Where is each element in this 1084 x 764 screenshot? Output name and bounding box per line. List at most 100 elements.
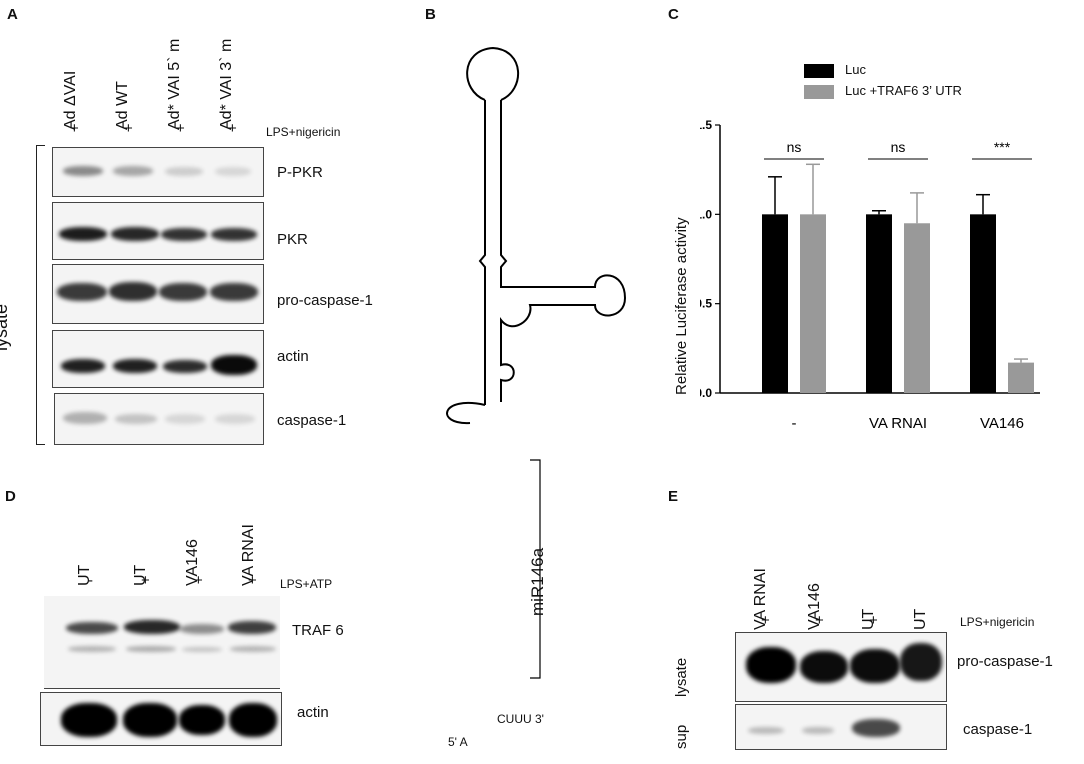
- band: [210, 283, 258, 301]
- band: [63, 166, 103, 176]
- band: [230, 646, 276, 652]
- band: [115, 414, 157, 424]
- band: [61, 359, 105, 373]
- band: [113, 166, 153, 176]
- band: [228, 621, 276, 634]
- band: [61, 703, 117, 737]
- three-prime-tail-label: CUUU 3': [497, 712, 544, 726]
- panel-e-sign-1: +: [761, 612, 770, 629]
- band: [161, 228, 207, 241]
- panel-c-letter: C: [668, 6, 679, 23]
- panel-e-sup-label: sup: [673, 724, 690, 749]
- band: [59, 227, 107, 241]
- bar-luc: [762, 214, 788, 393]
- band: [113, 359, 157, 373]
- band: [211, 355, 257, 375]
- legend-swatch-luc: [804, 64, 834, 78]
- panel-e-sign-4: -: [919, 612, 924, 629]
- band: [746, 647, 796, 683]
- band: [180, 624, 224, 634]
- y-tick-label: 0.0: [700, 386, 712, 400]
- band: [850, 649, 900, 683]
- band: [66, 622, 118, 634]
- band: [852, 719, 900, 737]
- luciferase-bar-chart: 0.0 0.5 1.0 1.5 - ns VA RNAI ns VA146 ***: [700, 118, 1040, 432]
- panel-e-sign-2: +: [815, 612, 824, 629]
- panel-e-letter: E: [668, 488, 679, 505]
- panel-d-blot-actin: [40, 692, 282, 746]
- panel-a-label-ppkr: P-PKR: [277, 164, 323, 181]
- panel-a-sign-3: +: [176, 120, 185, 137]
- band: [211, 228, 257, 241]
- panel-a-label-procasp: pro-caspase-1: [277, 292, 373, 309]
- band: [124, 620, 180, 634]
- x-tick-label: VA RNAI: [869, 415, 927, 432]
- band: [179, 705, 225, 735]
- panel-d-letter: D: [5, 488, 16, 505]
- panel-a-label-pkr: PKR: [277, 231, 308, 248]
- panel-a-sign-4: +: [228, 120, 237, 137]
- bar-luc: [970, 214, 996, 393]
- band: [57, 283, 107, 301]
- panel-a-label-casp: caspase-1: [277, 412, 347, 429]
- five-prime-label: 5' A: [448, 735, 468, 749]
- band: [900, 643, 942, 681]
- panel-e-sign-3: +: [869, 612, 878, 629]
- band: [748, 727, 784, 734]
- bar-traf6: [1008, 362, 1034, 393]
- band: [63, 412, 107, 424]
- panel-a-treatment-label: LPS+nigericin: [266, 125, 341, 139]
- panel-d-treatment-label: LPS+ATP: [280, 577, 333, 591]
- y-tick-label: 1.5: [700, 118, 712, 132]
- panel-e-label-casp: caspase-1: [963, 721, 1033, 738]
- panel-a-label-actin: actin: [277, 348, 309, 365]
- band: [165, 414, 205, 424]
- panel-a-sign-2: +: [124, 120, 133, 137]
- band: [109, 282, 157, 301]
- panel-d-label-traf6: TRAF 6: [292, 622, 344, 639]
- band: [215, 167, 251, 176]
- panel-a-sign-1: +: [70, 120, 79, 137]
- panel-a-letter: A: [7, 6, 18, 23]
- rna-hairpin-diagram: [446, 46, 627, 679]
- x-tick-label: VA146: [980, 415, 1024, 432]
- band: [68, 646, 116, 652]
- band: [802, 727, 834, 734]
- band: [229, 703, 277, 737]
- significance-label: ns: [891, 139, 906, 155]
- band: [111, 227, 159, 241]
- legend-swatch-traf6: [804, 85, 834, 99]
- panel-a-blot-ppkr: [52, 147, 264, 197]
- panel-a-lysate-label: lysate: [0, 303, 11, 351]
- panel-a-blot-procasp: [52, 264, 264, 324]
- panel-a-lysate-bracket: [36, 145, 45, 445]
- bar-traf6: [800, 214, 826, 393]
- panel-e-label-procasp: pro-caspase-1: [957, 653, 1053, 670]
- mir146a-label: miR146a: [528, 547, 547, 616]
- panel-a-lane-label-3: Ad* VAI 5` m: [166, 38, 183, 130]
- band: [165, 167, 203, 176]
- band: [800, 651, 848, 683]
- legend-label-luc: Luc: [845, 62, 866, 77]
- panel-a-blot-actin: [52, 330, 264, 388]
- legend-label-traf6: Luc +TRAF6 3’ UTR: [845, 83, 962, 98]
- panel-a-blot-pkr: [52, 202, 264, 260]
- panel-e-blot-procasp: [735, 632, 947, 702]
- panel-d-blot-traf6: [44, 596, 280, 689]
- band: [182, 647, 222, 652]
- bar-traf6: [904, 223, 930, 393]
- x-tick-label: -: [792, 415, 797, 432]
- panel-d-sign-2: +: [141, 572, 150, 589]
- band: [215, 414, 255, 424]
- bar-luc: [866, 214, 892, 393]
- panel-b-letter: B: [425, 6, 436, 23]
- panel-d-sign-1: -: [88, 572, 93, 589]
- panel-a-lane-label-4: Ad* VAI 3` m: [218, 38, 235, 130]
- panel-e-blot-casp: [735, 704, 947, 750]
- panel-e-treatment-label: LPS+nigericin: [960, 615, 1035, 629]
- significance-label: ns: [787, 139, 802, 155]
- panel-d-sign-4: +: [248, 572, 257, 589]
- significance-label: ***: [994, 139, 1011, 155]
- band: [159, 283, 207, 301]
- panel-e-lysate-label: lysate: [673, 657, 690, 697]
